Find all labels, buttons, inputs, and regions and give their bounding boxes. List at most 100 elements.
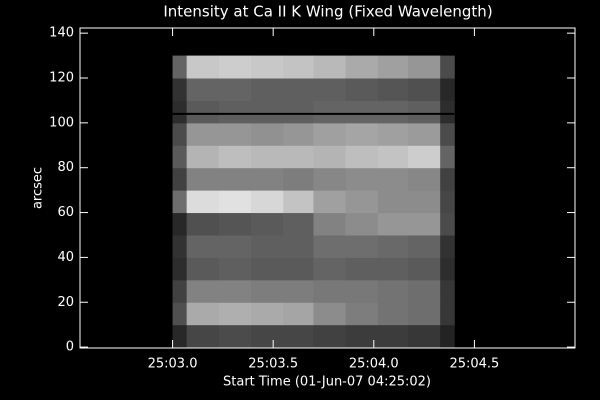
heatmap-cell [186,324,220,348]
heatmap-cell [218,212,252,236]
heatmap-cell [283,190,314,214]
heatmap-cell [218,78,252,101]
heatmap-cell [377,78,409,101]
heatmap-cell [313,212,347,236]
heatmap-cell [313,55,347,79]
heatmap-cell [251,190,284,214]
y-tick-label: 60 [57,205,74,220]
heatmap-cell [186,167,220,191]
heatmap-cell [186,122,220,146]
x-tick-label: 25:03.5 [248,357,298,372]
heatmap-cell [172,279,188,303]
heatmap-cell [251,100,284,124]
heatmap-cell [377,324,409,348]
x-tick-label: 25:04.0 [349,357,399,372]
heatmap-cell [313,78,347,101]
y-tick-label: 80 [57,160,74,175]
heatmap-cell [377,234,409,258]
heatmap-cell [251,122,284,146]
heatmap-cell [172,324,188,348]
heatmap-cell [283,234,314,258]
heatmap-cell [186,190,220,214]
x-tick-label: 25:04.5 [449,357,499,372]
chart-title: Intensity at Ca II K Wing (Fixed Wavelen… [163,3,492,21]
heatmap-cell [186,78,220,101]
heatmap-cell [377,167,409,191]
heatmap-cell [251,55,284,79]
heatmap-cell [218,302,252,326]
heatmap-cell [377,190,409,214]
heatmap-cell [407,100,441,124]
heatmap-cell [440,302,455,326]
heatmap-cell [218,190,252,214]
heatmap-cell [407,234,441,258]
heatmap-cell [172,190,188,214]
heatmap-cell [251,78,284,101]
heatmap-cell [377,279,409,303]
heatmap-cell [172,78,188,101]
heatmap-cell [345,122,379,146]
heatmap-cell [251,167,284,191]
heatmap-cell [283,78,314,101]
heatmap-cell [218,324,252,348]
heatmap-cell [251,257,284,281]
heatmap-cell [440,122,455,146]
plot-frame [79,27,576,349]
heatmap-cell [283,324,314,348]
y-tick-label: 20 [57,295,74,310]
heatmap-cell [313,234,347,258]
heatmap-cell [377,257,409,281]
heatmap-cell [377,212,409,236]
heatmap-cell [440,100,455,124]
heatmap-cell [345,234,379,258]
heatmap-cell [407,145,441,169]
heatmap-cell [345,257,379,281]
heatmap-cell [218,145,252,169]
heatmap-cell [407,212,441,236]
heatmap-cell [186,257,220,281]
heatmap-cell [251,324,284,348]
heatmap-cell [345,279,379,303]
heatmap-cell [283,167,314,191]
heatmap-cell [377,55,409,79]
heatmap-cell [283,212,314,236]
y-tick-label: 100 [49,115,74,130]
heatmap-cell [251,212,284,236]
heatmap-cell [251,302,284,326]
heatmap-cell [172,122,188,146]
heatmap-cell [186,234,220,258]
heatmap-cell [283,100,314,124]
heatmap-cell [218,167,252,191]
heatmap-cell [440,55,455,79]
heatmap-cell [345,55,379,79]
heatmap-cell [218,257,252,281]
heatmap-cell [407,324,441,348]
heatmap-cell [313,257,347,281]
heatmap-cell [283,122,314,146]
y-tick-label: 40 [57,250,74,265]
heatmap-cell [440,234,455,258]
heatmap-cell [172,145,188,169]
heatmap-cell [407,302,441,326]
heatmap-cell [186,279,220,303]
heatmap-cell [251,279,284,303]
heatmap-cell [345,78,379,101]
heatmap-cell [345,100,379,124]
heatmap-cell [283,145,314,169]
heatmap-cell [313,145,347,169]
heatmap-cell [218,122,252,146]
heatmap-cell [172,167,188,191]
heatmap-cell [440,257,455,281]
heatmap-cell [172,55,188,79]
heatmap-cell [313,100,347,124]
heatmap-cell [172,234,188,258]
heatmap-cell [345,190,379,214]
heatmap-cell [345,145,379,169]
heatmap-cell [218,234,252,258]
heatmap-cell [186,212,220,236]
heatmap-cell [407,167,441,191]
heatmap-cell [377,100,409,124]
heatmap-cell [283,279,314,303]
heatmap-cell [345,212,379,236]
